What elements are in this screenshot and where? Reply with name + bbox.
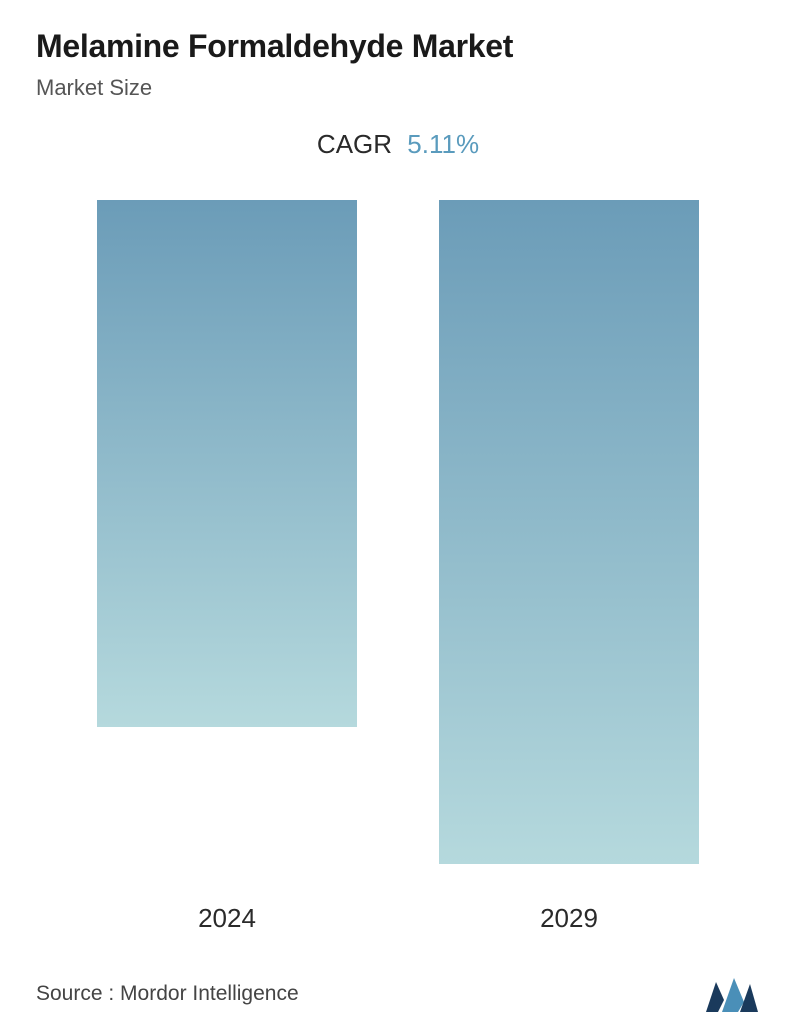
page-title: Melamine Formaldehyde Market [36,28,760,65]
cagr-row: CAGR 5.11% [36,129,760,160]
bar-label: 2029 [439,903,699,934]
labels-row: 2024 2029 [66,885,730,934]
mordor-logo-icon [704,974,760,1014]
footer: Source : Mordor Intelligence [36,944,760,1014]
bars-row [66,200,730,885]
chart-container: Melamine Formaldehyde Market Market Size… [0,0,796,1034]
source-text: Source : Mordor Intelligence [36,982,299,1006]
cagr-label: CAGR [317,129,392,159]
bar-label: 2024 [97,903,357,934]
cagr-value: 5.11% [407,129,479,159]
bar-2024 [97,200,357,727]
bar-wrapper [439,200,699,885]
page-subtitle: Market Size [36,75,760,101]
bar-2029 [439,200,699,864]
chart-area: 2024 2029 [36,200,760,934]
bar-wrapper [97,200,357,885]
